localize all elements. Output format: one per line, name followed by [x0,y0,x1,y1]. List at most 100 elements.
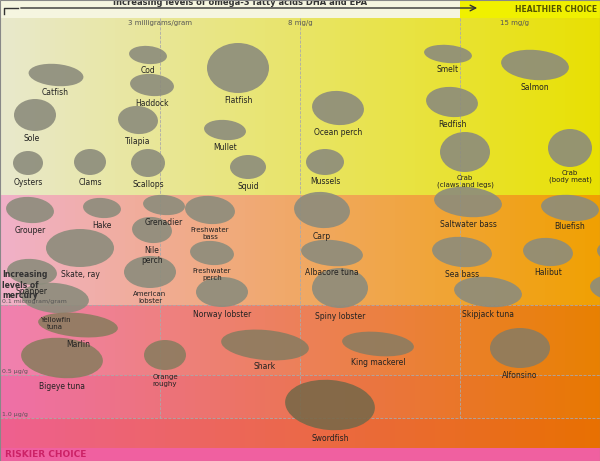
Bar [185,418,190,448]
Bar [420,195,425,305]
Bar [180,418,185,448]
Bar [505,195,510,305]
Bar [445,418,450,448]
Bar [375,195,380,305]
Text: Increasing levels of omega-3 fatty acids DHA and EPA: Increasing levels of omega-3 fatty acids… [113,0,367,7]
Text: Shark: Shark [254,362,276,371]
Bar [290,18,295,195]
Bar [360,18,365,195]
Bar [225,18,230,195]
Bar [195,305,200,375]
Ellipse shape [131,149,165,177]
Bar [160,375,165,418]
Bar [270,195,275,305]
Bar [450,418,455,448]
Bar [45,305,50,375]
Bar [15,418,20,448]
Bar [320,195,325,305]
Bar [305,418,310,448]
Bar [280,305,285,375]
Bar [530,375,535,418]
Text: Spiny lobster: Spiny lobster [315,312,365,321]
Bar [510,375,515,418]
Bar [305,375,310,418]
Bar [570,305,575,375]
Bar [285,418,290,448]
Bar [0,448,600,461]
Bar [45,195,50,305]
Bar [415,195,420,305]
Bar [445,195,450,305]
Bar [295,305,300,375]
Bar [175,18,180,195]
Bar [585,18,590,195]
Bar [430,305,435,375]
Text: Halibut: Halibut [534,268,562,277]
Bar [390,418,395,448]
Bar [365,418,370,448]
Bar [355,195,360,305]
Bar [95,18,100,195]
Bar [145,418,150,448]
Ellipse shape [541,195,599,221]
Bar [555,18,560,195]
Bar [200,305,205,375]
Bar [505,305,510,375]
Bar [60,18,65,195]
Bar [270,375,275,418]
Bar [595,18,600,195]
Text: Haddock: Haddock [135,99,169,108]
Bar [220,375,225,418]
Text: Marlin: Marlin [66,340,90,349]
Bar [425,18,430,195]
Bar [365,375,370,418]
Bar [15,18,20,195]
Bar [70,418,75,448]
Bar [55,375,60,418]
Ellipse shape [301,240,363,266]
Bar [460,375,465,418]
Bar [410,305,415,375]
Text: Mussels: Mussels [310,177,340,186]
Bar [440,18,445,195]
Bar [265,375,270,418]
Bar [580,418,585,448]
Bar [245,195,250,305]
Bar [545,18,550,195]
Bar [445,375,450,418]
Bar [425,195,430,305]
Bar [495,305,500,375]
Bar [135,418,140,448]
Bar [295,195,300,305]
Ellipse shape [597,240,600,264]
Bar [435,305,440,375]
Bar [125,305,130,375]
Bar [440,375,445,418]
Bar [45,18,50,195]
Bar [475,18,480,195]
Bar [250,375,255,418]
Bar [510,195,515,305]
Bar [475,305,480,375]
Bar [210,195,215,305]
Bar [340,418,345,448]
Bar [50,18,55,195]
Bar [300,305,305,375]
Bar [185,18,190,195]
Bar [235,305,240,375]
Bar [380,18,385,195]
Bar [185,305,190,375]
Bar [595,195,600,305]
Bar [395,418,400,448]
Ellipse shape [548,129,592,167]
Bar [200,195,205,305]
Bar [115,305,120,375]
Bar [430,18,435,195]
Ellipse shape [13,151,43,175]
Bar [510,18,515,195]
Bar [560,18,565,195]
Bar [270,305,275,375]
Bar [345,18,350,195]
Bar [0,418,5,448]
Bar [585,418,590,448]
